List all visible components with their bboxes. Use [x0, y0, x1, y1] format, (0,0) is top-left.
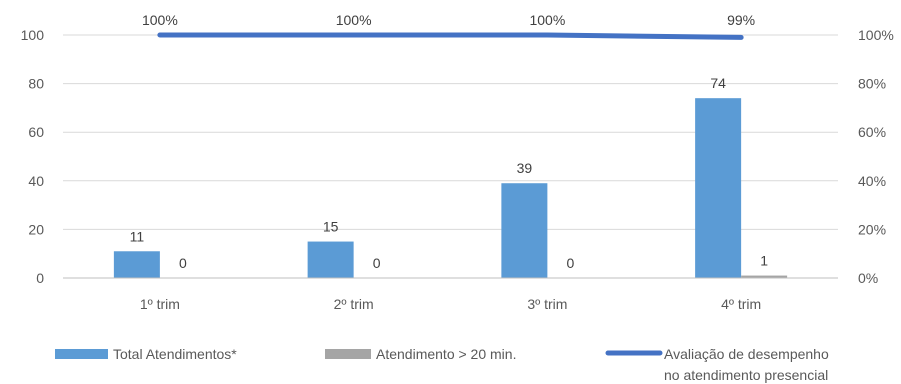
bar	[113, 251, 160, 278]
y2-tick-label: 100%	[858, 27, 894, 43]
bar-data-label: 15	[323, 219, 339, 235]
x-tick-label: 1º trim	[140, 296, 180, 312]
x-axis: 1º trim 2º trim 3º trim 4º trim	[63, 277, 838, 312]
bar-data-label: 0	[566, 255, 574, 271]
bar-data-label: 0	[373, 255, 381, 271]
bar-data-label: 0	[179, 255, 187, 271]
legend-label: no atendimento presencial	[664, 367, 828, 383]
y-tick-label: 0	[36, 270, 44, 286]
y2-tick-label: 0%	[858, 270, 878, 286]
legend-label: Atendimento > 20 min.	[376, 346, 516, 362]
legend-swatch	[325, 349, 371, 359]
line-path	[157, 32, 744, 40]
y2-tick-label: 40%	[858, 173, 886, 189]
legend: Total Atendimentos* Atendimento > 20 min.…	[55, 346, 829, 383]
x-tick-label: 3º trim	[527, 296, 567, 312]
bar	[501, 183, 548, 278]
bar	[695, 98, 742, 279]
bars: 11 0 15 0 39 0 74 1	[113, 75, 788, 279]
y-tick-label: 100	[21, 27, 45, 43]
legend-label: Total Atendimentos*	[113, 346, 237, 362]
y-tick-label: 40	[28, 173, 44, 189]
line-series: 100% 100% 100% 99%	[142, 12, 755, 40]
y-axis-right: 0% 20% 40% 60% 80% 100%	[858, 27, 894, 286]
y-tick-label: 20	[28, 221, 44, 237]
bar	[741, 275, 788, 278]
x-tick-label: 4º trim	[721, 296, 761, 312]
line-data-label: 100%	[336, 12, 372, 28]
line-data-label: 100%	[529, 12, 565, 28]
y2-tick-label: 20%	[858, 221, 886, 237]
line-data-label: 99%	[727, 12, 755, 28]
x-tick-label: 2º trim	[334, 296, 374, 312]
y2-tick-label: 80%	[858, 76, 886, 92]
legend-swatch	[55, 349, 108, 359]
y-tick-label: 80	[28, 76, 44, 92]
bar-data-label: 1	[760, 253, 768, 269]
bar	[307, 241, 354, 278]
bar-data-label: 11	[130, 228, 145, 244]
y2-tick-label: 60%	[858, 124, 886, 140]
legend-label: Avaliação de desempenho	[664, 346, 829, 362]
bar-data-label: 74	[710, 75, 726, 91]
line-data-label: 100%	[142, 12, 178, 28]
bar-data-label: 39	[517, 160, 533, 176]
y-tick-label: 60	[28, 124, 44, 140]
y-axis-left: 0 20 40 60 80 100	[21, 27, 45, 286]
